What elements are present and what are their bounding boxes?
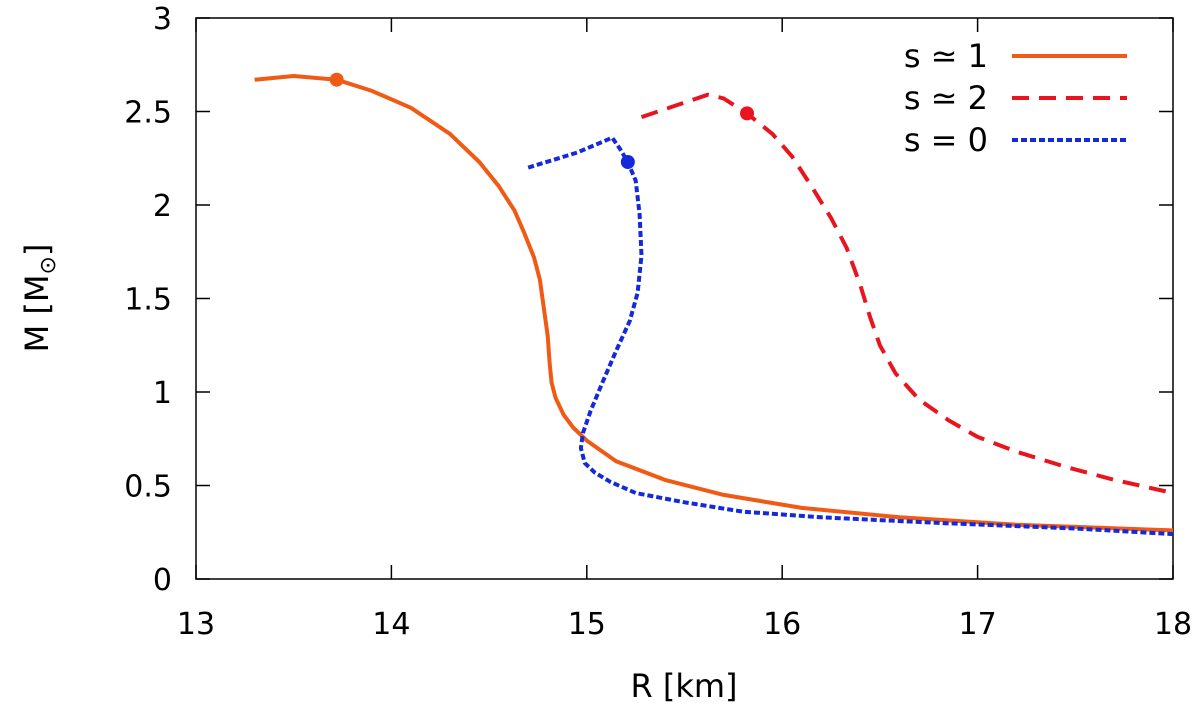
series-line-s2 (640, 92, 1174, 495)
x-tick-label: 15 (568, 607, 606, 642)
legend: s ≃ 1 s ≃ 2 s = 0 (904, 37, 1127, 159)
y-tick-label: 1.5 (124, 283, 172, 318)
y-tick-label: 0.5 (124, 470, 172, 505)
y-axis-label-subscript: ⊙ (36, 256, 61, 274)
y-tick-label: 1 (153, 376, 172, 411)
y-tick-label: 3 (153, 2, 172, 37)
legend-label-s1: s ≃ 1 (904, 37, 988, 75)
legend-label-s2: s ≃ 2 (904, 79, 988, 117)
axis-ticks (195, 17, 1174, 580)
series-line-s1 (254, 74, 1174, 533)
x-tick-label: 17 (959, 607, 997, 642)
y-tick-label: 0 (153, 563, 172, 598)
series-marker (620, 154, 635, 169)
legend-label-s0: s = 0 (904, 121, 988, 159)
x-tick-label: 13 (177, 607, 215, 642)
y-axis-label: M [M⊙] (18, 244, 61, 353)
series-lines (254, 74, 1174, 537)
x-tick-label: 18 (1154, 607, 1192, 642)
series-line-s0 (527, 135, 1174, 537)
y-tick-label: 2 (153, 189, 172, 224)
series-marker (329, 72, 344, 87)
x-axis-label: R [km] (630, 667, 737, 705)
y-axis-label-close: ] (18, 244, 56, 256)
x-tick-label: 16 (763, 607, 801, 642)
y-tick-label: 2.5 (124, 96, 172, 131)
x-tick-labels: 13 14 15 16 17 18 (177, 607, 1192, 642)
y-axis-label-main: M [M (18, 275, 56, 353)
x-tick-label: 14 (372, 607, 410, 642)
plot-frame (195, 17, 1174, 580)
series-markers (329, 72, 755, 169)
y-tick-labels: 0 0.5 1 1.5 2 2.5 3 (124, 2, 172, 598)
series-marker (740, 106, 755, 121)
